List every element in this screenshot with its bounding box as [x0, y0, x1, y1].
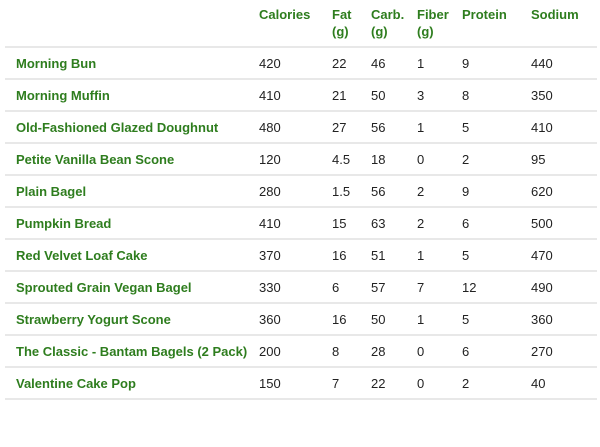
nutrition-value: 6: [462, 334, 531, 367]
nutrition-value: 2: [462, 366, 531, 400]
nutrition-value: 1: [417, 46, 462, 79]
table-row: Plain Bagel 280 1.5 56 2 9 620: [5, 174, 597, 207]
nutrition-value: 21: [332, 78, 371, 111]
nutrition-value: 370: [259, 238, 332, 271]
nutrition-value: 490: [531, 270, 597, 303]
item-name: Strawberry Yogurt Scone: [5, 302, 259, 335]
nutrition-value: 410: [259, 78, 332, 111]
nutrition-value: 28: [371, 334, 417, 367]
nutrition-value: 5: [462, 110, 531, 143]
nutrition-value: 270: [531, 334, 597, 367]
nutrition-value: 3: [417, 78, 462, 111]
nutrition-value: 2: [462, 142, 531, 175]
table-row: Morning Bun 420 22 46 1 9 440: [5, 46, 597, 79]
nutrition-value: 46: [371, 46, 417, 79]
column-header: Calories: [259, 7, 311, 22]
table-row: The Classic - Bantam Bagels (2 Pack) 200 8…: [5, 334, 597, 367]
column-header: Sodium: [531, 7, 579, 22]
item-name: Old-Fashioned Glazed Doughnut: [5, 110, 259, 143]
nutrition-value: 500: [531, 206, 597, 239]
nutrition-value: 1: [417, 238, 462, 271]
table-row: Petite Vanilla Bean Scone 120 4.5 18 0 2 95: [5, 142, 597, 175]
nutrition-value: 410: [531, 110, 597, 143]
nutrition-value: 56: [371, 110, 417, 143]
nutrition-value: 56: [371, 174, 417, 207]
nutrition-value: 360: [531, 302, 597, 335]
nutrition-value: 50: [371, 78, 417, 111]
nutrition-value: 16: [332, 238, 371, 271]
nutrition-value: 2: [417, 206, 462, 239]
nutrition-value: 22: [371, 366, 417, 400]
nutrition-value: 7: [332, 366, 371, 400]
item-name: Petite Vanilla Bean Scone: [5, 142, 259, 175]
header-row: Calories Fat (g) Carb. (g) Fiber (g) Protein…: [5, 4, 597, 47]
nutrition-value: 1: [417, 110, 462, 143]
table-row: Red Velvet Loaf Cake 370 16 51 1 5 470: [5, 238, 597, 271]
nutrition-value: 480: [259, 110, 332, 143]
nutrition-value: 420: [259, 46, 332, 79]
nutrition-value: 4.5: [332, 142, 371, 175]
nutrition-value: 8: [332, 334, 371, 367]
item-name: Pumpkin Bread: [5, 206, 259, 239]
nutrition-value: 63: [371, 206, 417, 239]
nutrition-value: 15: [332, 206, 371, 239]
column-header: Fat (g): [332, 7, 352, 39]
nutrition-value: 16: [332, 302, 371, 335]
nutrition-value: 51: [371, 238, 417, 271]
item-name: The Classic - Bantam Bagels (2 Pack): [5, 334, 259, 367]
item-name: Morning Bun: [5, 46, 259, 79]
item-name: Morning Muffin: [5, 78, 259, 111]
nutrition-value: 9: [462, 174, 531, 207]
nutrition-value: 27: [332, 110, 371, 143]
nutrition-value: 40: [531, 366, 597, 400]
nutrition-value: 200: [259, 334, 332, 367]
nutrition-value: 2: [417, 174, 462, 207]
nutrition-value: 1: [417, 302, 462, 335]
nutrition-value: 620: [531, 174, 597, 207]
table-row: Morning Muffin 410 21 50 3 8 350: [5, 78, 597, 111]
nutrition-value: 470: [531, 238, 597, 271]
nutrition-value: 6: [332, 270, 371, 303]
nutrition-value: 22: [332, 46, 371, 79]
table-row: Strawberry Yogurt Scone 360 16 50 1 5 360: [5, 302, 597, 335]
nutrition-value: 5: [462, 238, 531, 271]
nutrition-value: 350: [531, 78, 597, 111]
table-row: Valentine Cake Pop 150 7 22 0 2 40: [5, 366, 597, 400]
nutrition-value: 50: [371, 302, 417, 335]
nutrition-value: 6: [462, 206, 531, 239]
nutrition-value: 410: [259, 206, 332, 239]
nutrition-value: 18: [371, 142, 417, 175]
nutrition-value: 7: [417, 270, 462, 303]
nutrition-value: 360: [259, 302, 332, 335]
nutrition-value: 12: [462, 270, 531, 303]
nutrition-value: 150: [259, 366, 332, 400]
column-header: Protein: [462, 7, 507, 22]
nutrition-value: 57: [371, 270, 417, 303]
nutrition-value: 0: [417, 334, 462, 367]
nutrition-table: Calories Fat (g) Carb. (g) Fiber (g) Protein…: [5, 4, 597, 400]
column-header: Carb. (g): [371, 7, 405, 39]
table-row: Old-Fashioned Glazed Doughnut 480 27 56 1 5 41…: [5, 110, 597, 143]
nutrition-value: 0: [417, 142, 462, 175]
item-name: Plain Bagel: [5, 174, 259, 207]
nutrition-value: 8: [462, 78, 531, 111]
nutrition-value: 120: [259, 142, 332, 175]
nutrition-value: 1.5: [332, 174, 371, 207]
nutrition-value: 330: [259, 270, 332, 303]
nutrition-value: 440: [531, 46, 597, 79]
nutrition-value: 9: [462, 46, 531, 79]
item-name: Valentine Cake Pop: [5, 366, 259, 400]
nutrition-value: 95: [531, 142, 597, 175]
nutrition-value: 5: [462, 302, 531, 335]
nutrition-value: 0: [417, 366, 462, 400]
column-header: Fiber (g): [417, 7, 449, 39]
table-row: Pumpkin Bread 410 15 63 2 6 500: [5, 206, 597, 239]
table-row: Sprouted Grain Vegan Bagel 330 6 57 7 12 490: [5, 270, 597, 303]
column-header: [5, 4, 259, 47]
item-name: Sprouted Grain Vegan Bagel: [5, 270, 259, 303]
nutrition-value: 280: [259, 174, 332, 207]
item-name: Red Velvet Loaf Cake: [5, 238, 259, 271]
